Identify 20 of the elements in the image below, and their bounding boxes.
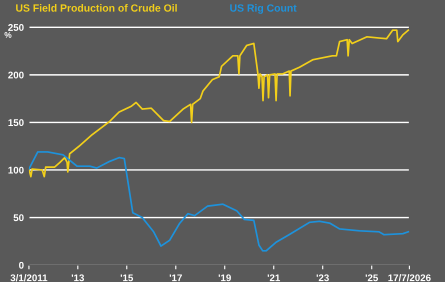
x-tick-label: '23: [316, 274, 329, 282]
y-axis-title: %: [4, 32, 12, 38]
x-tick-label: '19: [218, 274, 231, 282]
x-tick-label: '25: [366, 274, 378, 282]
line-series: [28, 29, 410, 178]
x-tick-label: 17/7/2026: [388, 274, 431, 282]
x-tick-label: '15: [120, 274, 134, 282]
text: US Field Production of Crude Oil: [16, 4, 177, 12]
y-tick-label: 250: [8, 24, 24, 31]
line-series: [28, 151, 410, 252]
text: US Rig Count: [230, 4, 297, 14]
x-tick-label: '21: [268, 274, 280, 282]
x-tick-label: '17: [170, 274, 182, 282]
y-tick-label: 0: [19, 262, 24, 269]
x-tick-label: '13: [72, 274, 84, 282]
y-tick-label: 100: [8, 166, 24, 174]
y-tick-label: 150: [8, 119, 24, 126]
y-tick-label: 50: [14, 214, 24, 222]
y-tick-label: 200: [8, 72, 24, 78]
x-tick-label: 3/1/2011: [10, 274, 48, 282]
